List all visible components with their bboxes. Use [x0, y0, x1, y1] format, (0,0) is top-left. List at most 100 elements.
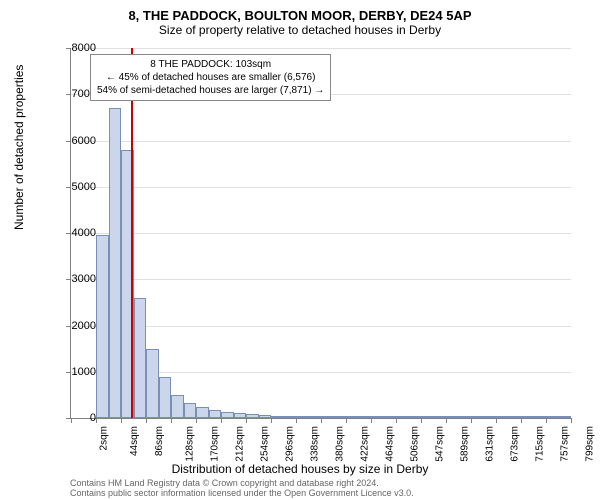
histogram-bar — [259, 415, 272, 418]
annotation-line: 54% of semi-detached houses are larger (… — [97, 84, 324, 97]
xtick-mark — [521, 418, 522, 423]
histogram-bar — [109, 108, 122, 418]
xtick-label: 799sqm — [585, 426, 596, 462]
ytick-label: 8000 — [36, 42, 96, 54]
histogram-bar — [146, 349, 159, 418]
xtick-label: 464sqm — [385, 426, 396, 462]
histogram-bar — [496, 416, 509, 418]
marker-line — [131, 48, 133, 418]
chart-title-sub: Size of property relative to detached ho… — [0, 23, 600, 41]
histogram-bar — [209, 410, 222, 418]
histogram-bar — [134, 298, 147, 418]
histogram-bar — [159, 377, 172, 418]
xtick-mark — [171, 418, 172, 423]
x-axis-label: Distribution of detached houses by size … — [0, 462, 600, 476]
xtick-mark — [246, 418, 247, 423]
y-axis-label: Number of detached properties — [12, 65, 26, 230]
xtick-mark — [346, 418, 347, 423]
histogram-bar — [309, 416, 322, 418]
xtick-mark — [321, 418, 322, 423]
ytick-label: 7000 — [36, 88, 96, 100]
xtick-mark — [296, 418, 297, 423]
xtick-mark — [471, 418, 472, 423]
histogram-bar — [521, 416, 534, 418]
xtick-label: 170sqm — [210, 426, 221, 462]
ytick-label: 6000 — [36, 135, 96, 147]
histogram-bar — [371, 416, 384, 418]
histogram-bar — [271, 416, 284, 418]
ytick-label: 1000 — [36, 366, 96, 378]
xtick-mark — [96, 418, 97, 423]
histogram-bar — [534, 416, 547, 418]
xtick-label: 547sqm — [435, 426, 446, 462]
histogram-bar — [396, 416, 409, 418]
gridline — [71, 48, 571, 49]
xtick-mark — [496, 418, 497, 423]
histogram-bar — [384, 416, 397, 418]
xtick-mark — [121, 418, 122, 423]
histogram-bar — [434, 416, 447, 418]
xtick-label: 506sqm — [410, 426, 421, 462]
xtick-label: 2sqm — [98, 426, 109, 450]
ytick-label: 3000 — [36, 273, 96, 285]
histogram-bar — [421, 416, 434, 418]
annotation-box: 8 THE PADDOCK: 103sqm← 45% of detached h… — [90, 54, 331, 101]
histogram-bar — [96, 235, 109, 418]
xtick-label: 589sqm — [460, 426, 471, 462]
ytick-label: 0 — [36, 412, 96, 424]
histogram-bar — [509, 416, 522, 418]
xtick-label: 296sqm — [285, 426, 296, 462]
footer-line-2: Contains public sector information licen… — [70, 488, 414, 498]
histogram-bar — [184, 403, 197, 418]
histogram-bar — [296, 416, 309, 418]
histogram-bar — [284, 416, 297, 418]
xtick-mark — [446, 418, 447, 423]
histogram-bar — [484, 416, 497, 418]
histogram-bar — [559, 416, 572, 418]
histogram-bar — [334, 416, 347, 418]
histogram-bar — [321, 416, 334, 418]
histogram-bar — [346, 416, 359, 418]
xtick-mark — [421, 418, 422, 423]
xtick-mark — [196, 418, 197, 423]
xtick-mark — [146, 418, 147, 423]
gridline — [71, 326, 571, 327]
xtick-label: 380sqm — [335, 426, 346, 462]
gridline — [71, 279, 571, 280]
histogram-bar — [171, 395, 184, 418]
ytick-label: 4000 — [36, 227, 96, 239]
xtick-label: 673sqm — [510, 426, 521, 462]
footer-text: Contains HM Land Registry data © Crown c… — [70, 478, 414, 498]
histogram-bar — [221, 412, 234, 418]
plot-area — [70, 48, 571, 419]
xtick-label: 338sqm — [310, 426, 321, 462]
histogram-bar — [196, 407, 209, 418]
xtick-label: 44sqm — [129, 426, 140, 456]
xtick-label: 631sqm — [485, 426, 496, 462]
histogram-bar — [234, 413, 247, 418]
annotation-line: 8 THE PADDOCK: 103sqm — [97, 58, 324, 71]
ytick-label: 2000 — [36, 320, 96, 332]
xtick-label: 422sqm — [360, 426, 371, 462]
histogram-bar — [359, 416, 372, 418]
histogram-bar — [409, 416, 422, 418]
xtick-label: 757sqm — [560, 426, 571, 462]
xtick-mark — [546, 418, 547, 423]
histogram-bar — [246, 414, 259, 418]
histogram-bar — [546, 416, 559, 418]
histogram-bar — [446, 416, 459, 418]
ytick-label: 5000 — [36, 181, 96, 193]
xtick-mark — [571, 418, 572, 423]
chart-title-main: 8, THE PADDOCK, BOULTON MOOR, DERBY, DE2… — [0, 0, 600, 23]
xtick-label: 715sqm — [535, 426, 546, 462]
xtick-label: 212sqm — [235, 426, 246, 462]
histogram-bar — [471, 416, 484, 418]
gridline — [71, 141, 571, 142]
gridline — [71, 187, 571, 188]
gridline — [71, 233, 571, 234]
histogram-bar — [459, 416, 472, 418]
xtick-mark — [396, 418, 397, 423]
xtick-label: 254sqm — [260, 426, 271, 462]
xtick-mark — [271, 418, 272, 423]
xtick-label: 86sqm — [154, 426, 165, 456]
